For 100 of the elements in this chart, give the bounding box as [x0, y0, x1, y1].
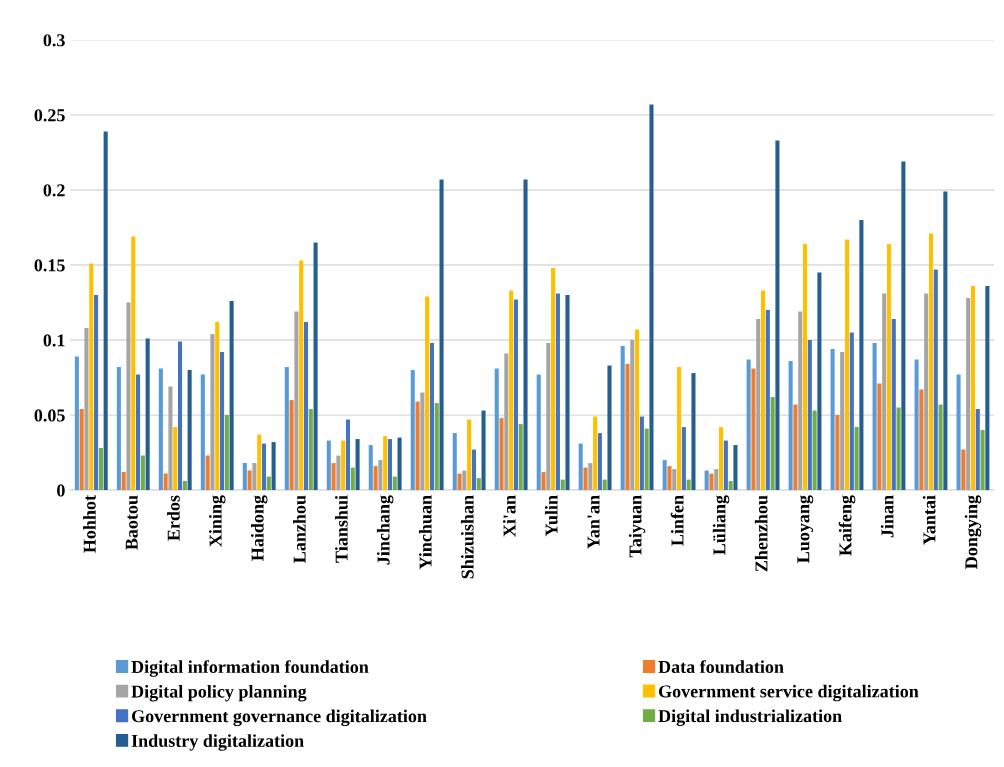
bar — [103, 131, 108, 491]
bar — [89, 263, 94, 491]
bar — [116, 367, 121, 491]
bar — [639, 416, 644, 491]
bar — [723, 440, 728, 491]
bar — [975, 409, 980, 491]
bar — [242, 463, 247, 491]
bar — [560, 479, 565, 491]
bar — [672, 469, 677, 491]
bar — [635, 329, 640, 491]
y-tick-label: 0.1 — [43, 334, 65, 347]
bar — [919, 389, 924, 491]
bar — [980, 430, 985, 491]
bar — [266, 476, 271, 491]
bar — [933, 269, 938, 491]
bar — [593, 416, 598, 491]
bar — [378, 460, 383, 491]
bar — [588, 463, 593, 491]
bar — [271, 442, 276, 491]
bar — [830, 349, 835, 491]
bar — [187, 370, 192, 491]
bar — [219, 352, 225, 491]
bar — [536, 374, 541, 491]
x-tick-label: Jinan — [880, 495, 894, 538]
bar — [709, 473, 714, 491]
bar — [397, 437, 402, 491]
bar — [938, 404, 943, 491]
bar — [877, 383, 882, 491]
x-tick-label: Zhenzhou — [754, 495, 768, 572]
bar — [294, 311, 299, 491]
x-tick-label: Linfen — [670, 495, 684, 546]
x-tick-label: Xi'an — [502, 495, 516, 537]
bar — [509, 290, 514, 491]
bar — [704, 470, 709, 491]
x-tick-label: Luoyang — [797, 495, 814, 563]
bar — [126, 302, 131, 491]
bar — [602, 479, 607, 491]
bar — [140, 455, 145, 491]
bar — [840, 352, 845, 491]
bar — [541, 472, 546, 491]
bar — [555, 293, 560, 491]
bar — [956, 374, 961, 491]
bar — [136, 374, 141, 491]
bar — [854, 427, 859, 491]
bar — [924, 293, 929, 491]
legend-label: Government governance digitalization — [131, 709, 427, 727]
bar — [812, 410, 817, 491]
bar — [476, 478, 481, 491]
x-tick-label: Lüliang — [712, 495, 730, 555]
legend-label: Government service digitalization — [658, 684, 919, 702]
bar — [173, 427, 178, 491]
bar — [788, 361, 793, 491]
x-tick-label: Haidong — [250, 495, 268, 561]
bar — [341, 440, 346, 491]
bar — [928, 233, 934, 491]
legend-label: Industry digitalization — [131, 734, 304, 751]
bar — [714, 469, 719, 491]
bar — [681, 427, 686, 491]
bar — [350, 467, 355, 491]
bar — [215, 322, 220, 491]
bar — [518, 424, 523, 491]
bar — [457, 473, 462, 491]
bar — [667, 466, 672, 491]
x-tick-label: Yulin — [544, 495, 558, 537]
x-tick-label: Yinchuan — [418, 495, 432, 570]
y-tick-label: 0 — [57, 484, 65, 497]
bar — [798, 311, 803, 491]
bar — [452, 433, 457, 491]
bar — [746, 359, 751, 491]
x-tick-label: Taiyuan — [628, 495, 646, 558]
bar — [835, 415, 840, 491]
bar — [392, 476, 397, 491]
y-tick-label: 0.3 — [43, 34, 65, 47]
bar — [775, 140, 780, 491]
bar — [765, 310, 770, 491]
bar — [686, 479, 691, 491]
bar — [817, 272, 822, 491]
x-tick-label: Jinchang — [376, 495, 394, 565]
x-tick-label: Tianshui — [335, 495, 348, 563]
bar — [872, 343, 877, 491]
bar — [410, 370, 415, 491]
bar — [229, 301, 234, 491]
bar — [98, 448, 103, 491]
bar — [662, 460, 667, 491]
bar — [728, 481, 733, 491]
bar — [355, 439, 360, 491]
bar — [439, 179, 444, 491]
bar — [583, 467, 588, 491]
bar — [691, 373, 696, 491]
bar — [434, 403, 439, 491]
bar — [425, 296, 430, 491]
bar — [630, 340, 635, 491]
bar — [163, 473, 168, 491]
bar — [943, 191, 948, 491]
bar — [257, 434, 262, 491]
bar — [644, 428, 649, 491]
bar — [770, 397, 775, 491]
bar — [79, 409, 84, 491]
bar — [252, 463, 257, 491]
bar — [756, 319, 761, 491]
